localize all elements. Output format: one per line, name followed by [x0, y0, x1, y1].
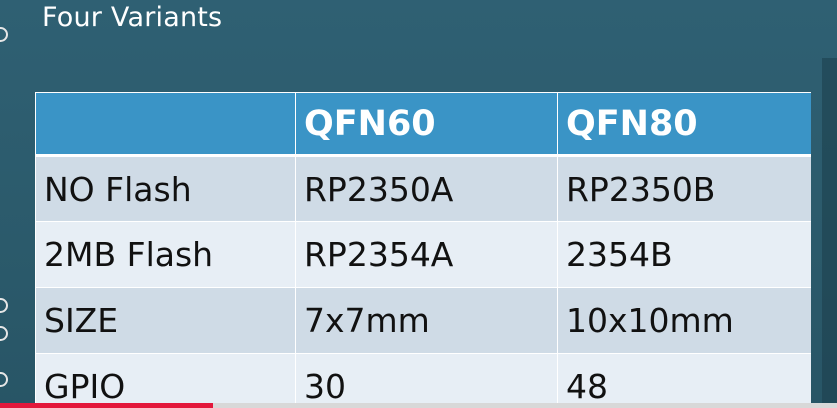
table-row: 2MB Flash RP2354A 2354B	[35, 221, 811, 288]
variants-table: QFN60 QFN80 NO Flash RP2350A RP2350B 2MB…	[35, 92, 811, 408]
table-cell: 30	[295, 353, 558, 408]
table-cell: RP2350B	[557, 155, 811, 222]
table-header-cell: QFN80	[557, 92, 811, 157]
slide-marker-icon	[0, 298, 8, 313]
row-label: 2MB Flash	[35, 221, 296, 288]
slide-marker-icon	[0, 326, 8, 341]
table-header-cell: QFN60	[295, 92, 558, 157]
row-label: GPIO	[35, 353, 296, 408]
video-progress-bar[interactable]	[0, 403, 837, 408]
table-row: NO Flash RP2350A RP2350B	[35, 155, 811, 222]
table-row: SIZE 7x7mm 10x10mm	[35, 287, 811, 354]
video-progress-fill	[0, 403, 214, 408]
row-label: NO Flash	[35, 155, 296, 222]
table-row: GPIO 30 48	[35, 353, 811, 408]
table-cell: 2354B	[557, 221, 811, 288]
table-cell: RP2350A	[295, 155, 558, 222]
table-cell: 10x10mm	[557, 287, 811, 354]
table-cell: RP2354A	[295, 221, 558, 288]
slide-marker-icon	[0, 27, 8, 42]
row-label: SIZE	[35, 287, 296, 354]
slide-marker-icon	[0, 372, 8, 387]
variants-table-container: QFN60 QFN80 NO Flash RP2350A RP2350B 2MB…	[35, 92, 811, 408]
table-header-row: QFN60 QFN80	[35, 92, 811, 157]
table-header-cell	[35, 92, 296, 157]
table-cell: 7x7mm	[295, 287, 558, 354]
slide-title: Four Variants	[42, 2, 223, 33]
right-edge-bar	[822, 58, 837, 408]
table-cell: 48	[557, 353, 811, 408]
